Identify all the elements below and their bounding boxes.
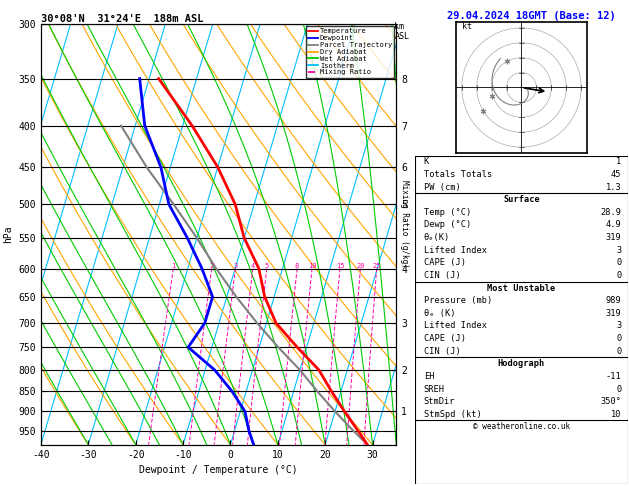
Text: 5: 5 (265, 262, 269, 269)
Text: 319: 319 (606, 309, 621, 318)
Text: SREH: SREH (424, 384, 445, 394)
Text: 0: 0 (616, 384, 621, 394)
Text: CAPE (J): CAPE (J) (424, 334, 465, 343)
Text: 29.04.2024 18GMT (Base: 12): 29.04.2024 18GMT (Base: 12) (447, 11, 616, 21)
Legend: Temperature, Dewpoint, Parcel Trajectory, Dry Adiabat, Wet Adiabat, Isotherm, Mi: Temperature, Dewpoint, Parcel Trajectory… (306, 26, 394, 78)
Text: Lifted Index: Lifted Index (424, 246, 487, 255)
Text: 3: 3 (616, 321, 621, 330)
Text: 30°08'N  31°24'E  188m ASL: 30°08'N 31°24'E 188m ASL (41, 14, 203, 23)
Text: CIN (J): CIN (J) (424, 271, 460, 280)
X-axis label: Dewpoint / Temperature (°C): Dewpoint / Temperature (°C) (139, 465, 298, 475)
Text: Mixing Ratio (g/kg): Mixing Ratio (g/kg) (400, 180, 409, 267)
Text: Pressure (mb): Pressure (mb) (424, 296, 492, 305)
Text: 28.9: 28.9 (600, 208, 621, 217)
Text: 10: 10 (308, 262, 316, 269)
Text: 0: 0 (616, 271, 621, 280)
Text: 0: 0 (616, 259, 621, 267)
Text: 20: 20 (356, 262, 365, 269)
Text: 1: 1 (616, 157, 621, 166)
Text: 3: 3 (233, 262, 238, 269)
Text: θₑ (K): θₑ (K) (424, 309, 455, 318)
Text: Temp (°C): Temp (°C) (424, 208, 471, 217)
Text: -11: -11 (606, 372, 621, 381)
Text: CIN (J): CIN (J) (424, 347, 460, 356)
Text: 0: 0 (616, 334, 621, 343)
Text: Hodograph: Hodograph (498, 359, 545, 368)
Text: StmDir: StmDir (424, 397, 455, 406)
Text: EH: EH (424, 372, 434, 381)
Text: 319: 319 (606, 233, 621, 242)
Text: CAPE (J): CAPE (J) (424, 259, 465, 267)
Text: 2: 2 (209, 262, 214, 269)
Text: K: K (424, 157, 429, 166)
Text: kt: kt (462, 22, 472, 31)
Text: 10: 10 (611, 410, 621, 419)
Text: 4: 4 (251, 262, 255, 269)
Text: 0: 0 (616, 347, 621, 356)
Text: Most Unstable: Most Unstable (487, 284, 555, 293)
Text: 45: 45 (611, 170, 621, 179)
Text: 3: 3 (616, 246, 621, 255)
Text: 1.3: 1.3 (606, 183, 621, 191)
Text: StmSpd (kt): StmSpd (kt) (424, 410, 481, 419)
Text: 15: 15 (336, 262, 344, 269)
Text: © weatheronline.co.uk: © weatheronline.co.uk (473, 422, 570, 432)
Text: 8: 8 (295, 262, 299, 269)
Text: 1: 1 (171, 262, 175, 269)
Text: PW (cm): PW (cm) (424, 183, 460, 191)
Y-axis label: hPa: hPa (3, 226, 13, 243)
Text: km
ASL: km ASL (394, 22, 409, 40)
Text: 4.9: 4.9 (606, 221, 621, 229)
Text: Totals Totals: Totals Totals (424, 170, 492, 179)
Text: Surface: Surface (503, 195, 540, 204)
Text: 25: 25 (372, 262, 381, 269)
Text: Lifted Index: Lifted Index (424, 321, 487, 330)
Text: 350°: 350° (600, 397, 621, 406)
Text: θₑ(K): θₑ(K) (424, 233, 450, 242)
Text: Dewp (°C): Dewp (°C) (424, 221, 471, 229)
Text: 989: 989 (606, 296, 621, 305)
